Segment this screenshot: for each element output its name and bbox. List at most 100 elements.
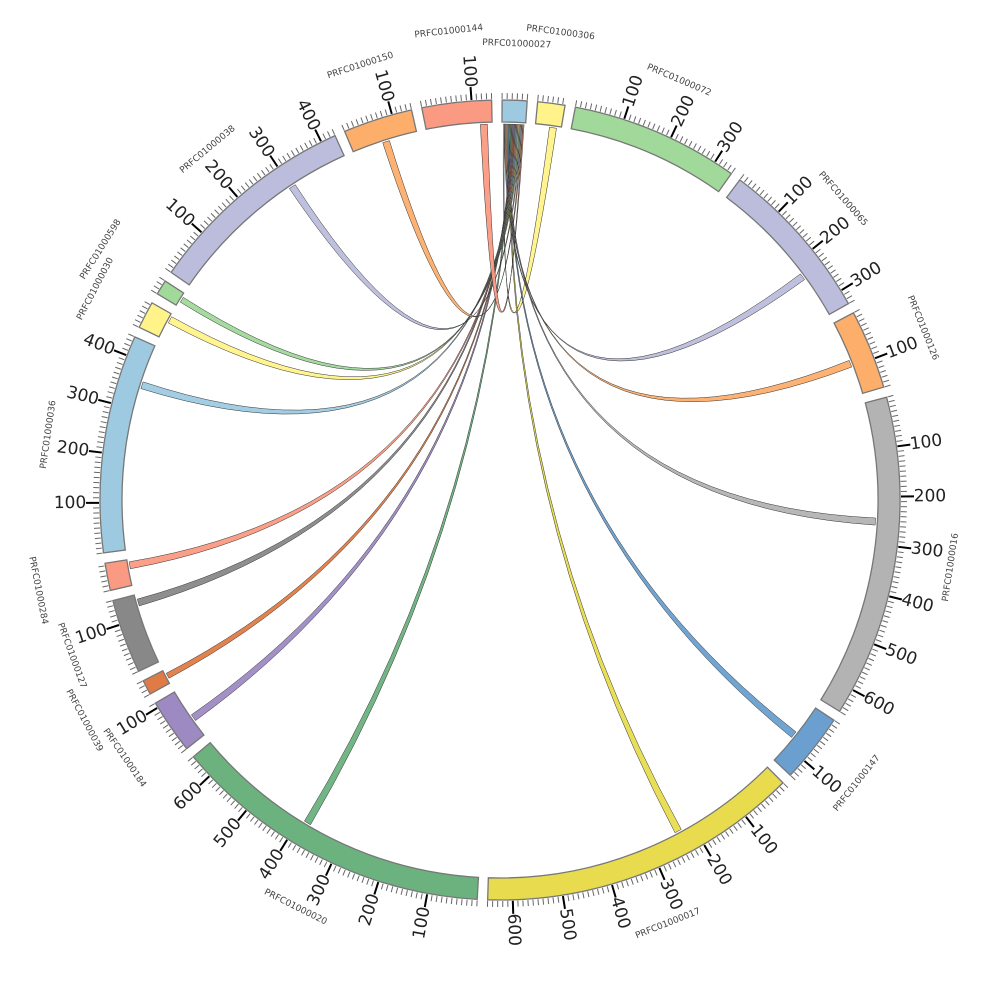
minor-tick (455, 95, 457, 102)
link-prfc01000016[interactable] (506, 123, 876, 526)
link-prfc01000184[interactable] (191, 123, 514, 721)
segment-bar[interactable] (154, 691, 205, 750)
minor-tick (127, 662, 134, 666)
link-prfc01000127[interactable] (136, 124, 516, 607)
minor-tick (779, 786, 785, 792)
segment-bar[interactable] (501, 99, 528, 124)
minor-tick (875, 639, 882, 643)
minor-tick (282, 155, 287, 162)
minor-tick (606, 886, 610, 893)
minor-tick (465, 94, 467, 101)
link-prfc01000144[interactable] (480, 123, 525, 313)
segment-bar[interactable] (138, 301, 172, 338)
link-prfc01000306[interactable] (502, 123, 557, 314)
link-prfc01000020[interactable] (304, 123, 513, 826)
segment-bar[interactable] (99, 335, 156, 554)
link-prfc01000017[interactable] (508, 123, 682, 834)
link-prfc01000150[interactable] (382, 124, 524, 318)
segment-bar[interactable] (833, 311, 885, 395)
segment-bar[interactable] (156, 280, 185, 307)
minor-tick (816, 744, 823, 750)
tick-label: 100 (746, 821, 782, 859)
segment-bar[interactable] (170, 134, 345, 286)
tick-label: 600 (503, 913, 524, 946)
minor-tick (162, 724, 169, 729)
minor-tick (737, 822, 742, 828)
minor-tick (333, 865, 337, 872)
minor-tick (134, 319, 141, 323)
segment-bar[interactable] (773, 707, 835, 777)
minor-tick (790, 775, 796, 781)
link-prfc01000126[interactable] (505, 123, 853, 402)
segment-bar[interactable] (343, 109, 418, 153)
segment-bar[interactable] (192, 741, 480, 901)
minor-tick (572, 894, 575, 901)
segment-bar[interactable] (104, 559, 133, 592)
minor-tick (847, 698, 854, 703)
minor-tick (888, 399, 895, 403)
segment-prfc01000027[interactable]: PRFC01000027 (482, 38, 551, 124)
segment-bar[interactable] (820, 396, 901, 713)
minor-tick (116, 361, 123, 365)
major-tick (714, 150, 724, 163)
link-prfc01000030[interactable] (167, 124, 520, 380)
minor-tick (296, 847, 301, 854)
minor-tick (883, 615, 890, 618)
minor-tick (217, 205, 223, 211)
minor-tick (208, 779, 214, 785)
link-prfc01000147[interactable] (507, 123, 797, 738)
tick-label: 300 (244, 123, 279, 161)
minor-tick (420, 893, 423, 900)
minor-tick (587, 891, 590, 898)
major-tick (325, 863, 333, 877)
segment-bar[interactable] (142, 669, 171, 695)
minor-tick (266, 828, 271, 834)
minor-tick (365, 115, 369, 122)
segment-prfc01000144[interactable]: 100 PRFC01000144 (414, 23, 493, 131)
link-prfc01000065[interactable] (504, 123, 805, 362)
segment-bar[interactable] (486, 766, 784, 901)
minor-tick (254, 819, 259, 825)
link-prfc01000038[interactable] (288, 124, 522, 330)
link-prfc01000598[interactable] (179, 124, 521, 371)
minor-tick (679, 136, 684, 142)
minor-tick (222, 793, 228, 799)
tick-label: 300 (655, 876, 686, 914)
minor-tick (885, 610, 892, 614)
segment-bar[interactable] (421, 99, 493, 131)
segment-prfc01000036[interactable]: 100 200 300 400 PRFC01000036 (39, 329, 156, 555)
minor-tick (898, 541, 905, 543)
segment-bar[interactable] (112, 594, 160, 673)
segment-bar[interactable] (570, 106, 733, 193)
minor-tick (642, 119, 646, 126)
segment-label: PRFC01000027 (482, 38, 551, 51)
segment-bar[interactable] (534, 101, 566, 128)
link-prfc01000039[interactable] (165, 123, 515, 679)
minor-tick (244, 182, 250, 188)
link-prfc01000284[interactable] (128, 124, 517, 570)
tick-label: 200 (914, 486, 947, 506)
segment-bar[interactable] (725, 178, 850, 316)
minor-tick (295, 147, 300, 154)
minor-tick (761, 803, 766, 809)
minor-tick (225, 198, 231, 204)
minor-tick (720, 834, 726, 840)
minor-tick (435, 895, 438, 903)
link-prfc01000036[interactable] (140, 124, 519, 415)
minor-tick (537, 94, 539, 101)
minor-tick (97, 436, 104, 439)
minor-tick (270, 831, 275, 837)
minor-tick (821, 256, 828, 262)
segment-prfc01000284[interactable]: PRFC01000284 (26, 556, 133, 626)
